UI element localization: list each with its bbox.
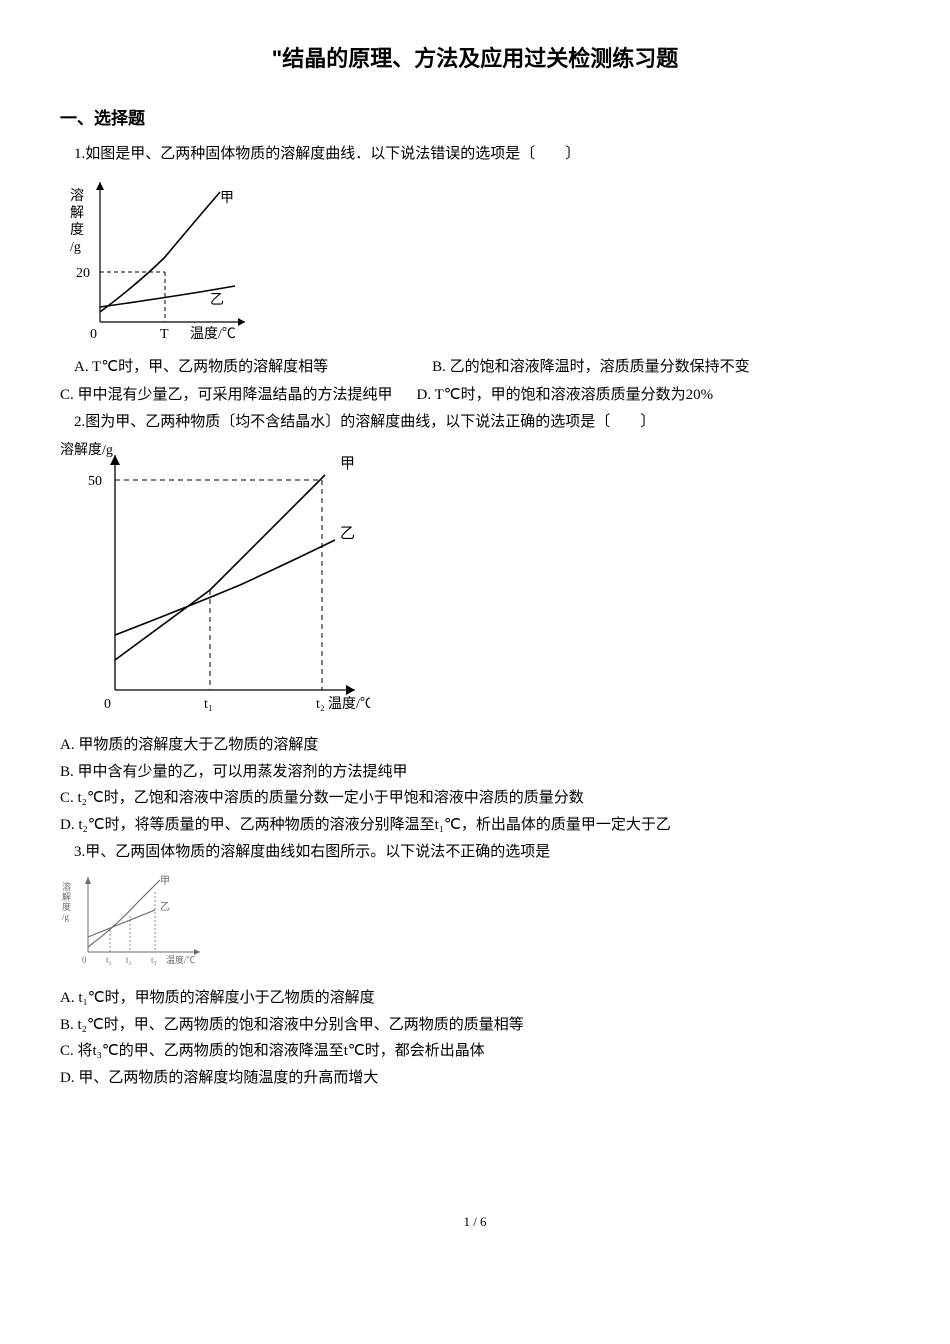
- svg-text:解: 解: [70, 205, 84, 221]
- q3-options: A. t₁℃时，甲物质的溶解度小于乙物质的溶解度 B. t₂℃时，甲、乙两物质的…: [60, 986, 890, 1091]
- q2-optD: D. t₂℃时，将等质量的甲、乙两种物质的溶液分别降温至t₁℃，析出晶体的质量甲…: [60, 813, 890, 839]
- q1-ylabel: 溶: [70, 188, 84, 204]
- q3-xt2: t₂: [126, 955, 132, 965]
- q1-optB: B. 乙的饱和溶液降温时，溶质质量分数保持不变: [432, 355, 750, 381]
- page-footer: 1 / 6: [60, 1211, 890, 1233]
- svg-text:0: 0: [82, 955, 87, 965]
- q2-xlabel: 温度/℃: [328, 696, 370, 712]
- section-choice-head: 一、选择题: [60, 105, 890, 134]
- q1-yi-label: 乙: [210, 292, 224, 308]
- page-title: "结晶的原理、方法及应用过关检测练习题: [60, 40, 890, 77]
- q3-optC: C. 将t₃℃的甲、乙两物质的饱和溶液降温至t℃时，都会析出晶体: [60, 1039, 890, 1065]
- svg-text:溶: 溶: [62, 881, 71, 892]
- q1-xlabel: 温度/℃: [190, 326, 236, 342]
- svg-text:0: 0: [104, 697, 111, 712]
- svg-text:/g: /g: [70, 240, 81, 255]
- q1-ytick: 20: [76, 266, 90, 281]
- q1-options-row1: A. T℃时，甲、乙两物质的溶解度相等 B. 乙的饱和溶液降温时，溶质质量分数保…: [74, 355, 890, 381]
- q2-optB: B. 甲中含有少量的乙，可以用蒸发溶剂的方法提纯甲: [60, 760, 890, 786]
- q2-optA: A. 甲物质的溶解度大于乙物质的溶解度: [60, 733, 890, 759]
- q3-stem: 3.甲、乙两固体物质的溶解度曲线如右图所示。以下说法不正确的选项是: [74, 840, 890, 866]
- q1-figure: 溶 解 度 /g 20 T 温度/℃ 0 甲 乙: [60, 172, 890, 352]
- q3-figure: 溶 解 度 /g 甲 乙 0 t₁ t₂ t₃ 温度/℃: [60, 872, 890, 977]
- q2-xt1: t₁: [204, 697, 213, 712]
- q1-optD: D. T℃时，甲的饱和溶液溶质质量分数为20%: [417, 383, 714, 409]
- q1-chart: 溶 解 度 /g 20 T 温度/℃ 0 甲 乙: [60, 172, 260, 342]
- q2-stem: 2.图为甲、乙两种物质〔均不含结晶水〕的溶解度曲线，以下说法正确的选项是〔 〕: [74, 410, 890, 436]
- q1-optC: C. 甲中混有少量乙，可采用降温结晶的方法提纯甲: [60, 383, 393, 409]
- q3-xt3: t₃: [151, 955, 157, 965]
- q2-ytick: 50: [88, 474, 102, 489]
- svg-text:度: 度: [62, 901, 71, 912]
- svg-text:度: 度: [70, 222, 84, 238]
- q2-options: A. 甲物质的溶解度大于乙物质的溶解度 B. 甲中含有少量的乙，可以用蒸发溶剂的…: [60, 733, 890, 838]
- q2-chart: 溶解度/g 50 甲 乙 0 t₁ t₂ 温度/℃: [60, 440, 370, 720]
- q2-yi-label: 乙: [340, 526, 355, 542]
- svg-text:/g: /g: [62, 912, 70, 922]
- q1-xtick: T: [160, 327, 169, 342]
- svg-text:解: 解: [62, 891, 71, 902]
- q3-optB: B. t₂℃时，甲、乙两物质的饱和溶液中分别含甲、乙两物质的质量相等: [60, 1013, 890, 1039]
- q3-optD: D. 甲、乙两物质的溶解度均随温度的升高而增大: [60, 1066, 890, 1092]
- q3-yi-label: 乙: [160, 901, 170, 913]
- q3-xlabel: 温度/℃: [166, 954, 196, 965]
- q2-xt2: t₂: [316, 697, 325, 712]
- q2-optC: C. t₂℃时，乙饱和溶液中溶质的质量分数一定小于甲饱和溶液中溶质的质量分数: [60, 786, 890, 812]
- q2-figure: 溶解度/g 50 甲 乙 0 t₁ t₂ 温度/℃: [60, 440, 890, 730]
- q1-optA: A. T℃时，甲、乙两物质的溶解度相等: [74, 355, 328, 381]
- q1-jia-label: 甲: [220, 191, 234, 206]
- q1-stem: 1.如图是甲、乙两种固体物质的溶解度曲线．以下说法错误的选项是〔 〕: [74, 142, 890, 168]
- svg-text:0: 0: [90, 327, 97, 342]
- q2-ylabel: 溶解度/g: [60, 442, 113, 458]
- q2-jia-label: 甲: [340, 456, 355, 472]
- q3-jia-label: 甲: [160, 876, 170, 887]
- q3-chart: 溶 解 度 /g 甲 乙 0 t₁ t₂ t₃ 温度/℃: [60, 872, 210, 967]
- q3-optA: A. t₁℃时，甲物质的溶解度小于乙物质的溶解度: [60, 986, 890, 1012]
- q3-xt1: t₁: [106, 955, 112, 965]
